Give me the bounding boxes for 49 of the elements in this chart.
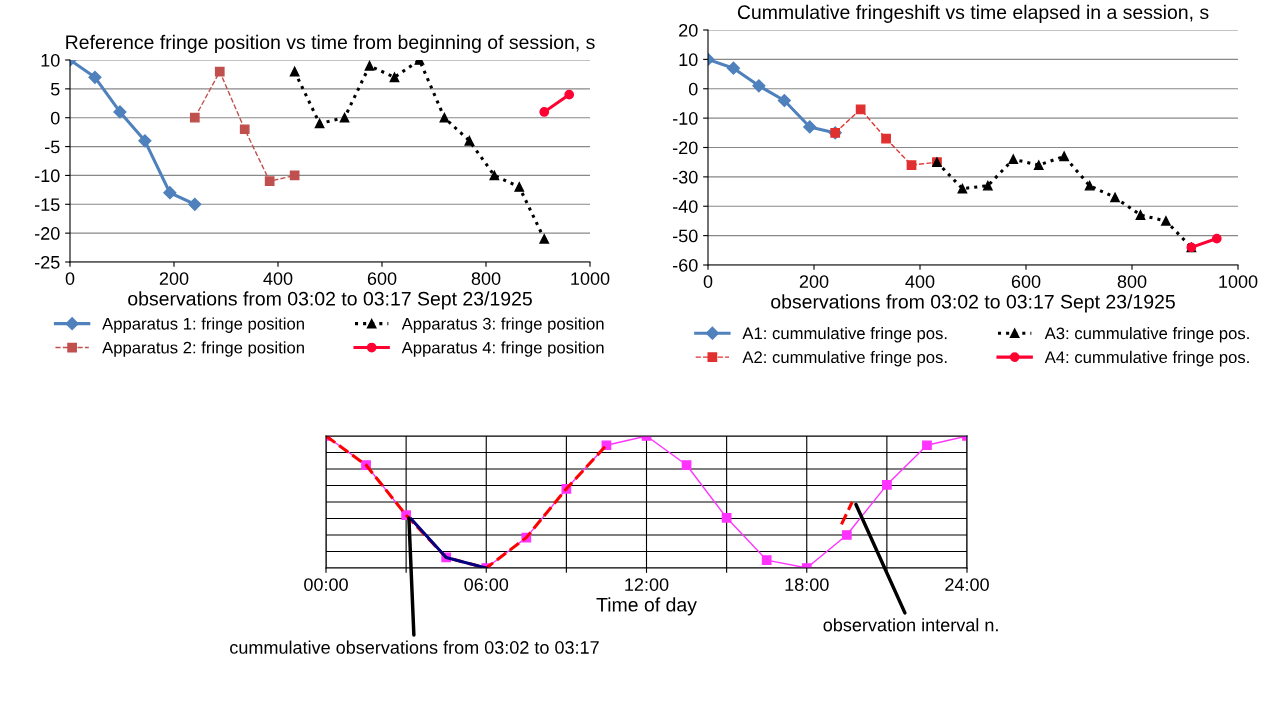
x-tick-label: 0 bbox=[703, 275, 713, 288]
legend-label: A3: cummulative fringe pos. bbox=[1044, 327, 1249, 343]
legend-label: Apparatus 1: fringe position bbox=[102, 317, 304, 333]
x-tick-label: 0 bbox=[65, 272, 75, 285]
y-tick-label: -60 bbox=[672, 258, 698, 272]
chart-title: Reference fringe position vs time from beginning of session, s bbox=[66, 34, 595, 53]
x-tick-label: 600 bbox=[1011, 275, 1041, 288]
y-tick-label: 0 bbox=[50, 111, 60, 125]
annotation: observation interval n. bbox=[823, 618, 998, 632]
y-tick-label: -10 bbox=[672, 112, 698, 125]
y-tick-label: -40 bbox=[672, 200, 698, 213]
y-tick-label: 5 bbox=[50, 82, 60, 96]
legend-label: Apparatus 3: fringe position bbox=[401, 317, 604, 333]
x-tick-label: 24:00 bbox=[945, 578, 989, 591]
x-tick-label: 600 bbox=[367, 272, 397, 285]
y-tick-label: 10 bbox=[679, 53, 698, 67]
y-tick-label: -25 bbox=[34, 255, 60, 269]
x-tick-label: 200 bbox=[159, 272, 189, 285]
legend-label: A1: cummulative fringe pos. bbox=[742, 327, 947, 343]
x-tick-label: 400 bbox=[905, 275, 935, 288]
x-tick-label: 1000 bbox=[571, 272, 610, 285]
y-tick-label: -5 bbox=[45, 140, 60, 154]
x-axis-title: Time of day bbox=[596, 597, 697, 616]
y-tick-label: 20 bbox=[679, 23, 698, 37]
legend-label: A2: cummulative fringe pos. bbox=[742, 350, 947, 367]
y-tick-label: -30 bbox=[672, 170, 698, 184]
x-axis-title: observations from 03:02 to 03:17 Sept 23/1925 bbox=[771, 294, 1175, 313]
x-axis-title: observations from 03:02 to 03:17 Sept 23/1925 bbox=[128, 291, 532, 310]
x-tick-label: 06:00 bbox=[464, 578, 509, 591]
legend-label: Apparatus 4: fringe position bbox=[401, 341, 604, 357]
y-tick-label: -10 bbox=[34, 169, 60, 183]
legend-label: Apparatus 2: fringe position bbox=[102, 341, 304, 357]
y-tick-label: -20 bbox=[672, 141, 698, 155]
legend-label: A4: cummulative fringe pos. bbox=[1044, 350, 1249, 367]
chart-title: Cummulative fringeshift vs time elapsed in a session, s bbox=[737, 4, 1209, 23]
x-tick-label: 200 bbox=[799, 275, 829, 288]
x-tick-label: 00:00 bbox=[304, 578, 348, 591]
x-tick-label: 800 bbox=[471, 272, 501, 285]
y-tick-label: -20 bbox=[34, 227, 60, 240]
annotation: cummulative observations from 03:02 to 03:17 bbox=[230, 640, 599, 654]
y-tick-label: 0 bbox=[688, 82, 698, 96]
x-tick-label: 800 bbox=[1117, 275, 1147, 288]
y-tick-label: -50 bbox=[672, 229, 698, 243]
x-tick-label: 1000 bbox=[1219, 275, 1258, 288]
y-tick-label: -15 bbox=[34, 198, 60, 212]
x-tick-label: 12:00 bbox=[625, 578, 669, 591]
x-tick-label: 18:00 bbox=[785, 578, 829, 591]
x-tick-label: 400 bbox=[263, 272, 293, 285]
y-tick-label: 10 bbox=[41, 53, 60, 67]
